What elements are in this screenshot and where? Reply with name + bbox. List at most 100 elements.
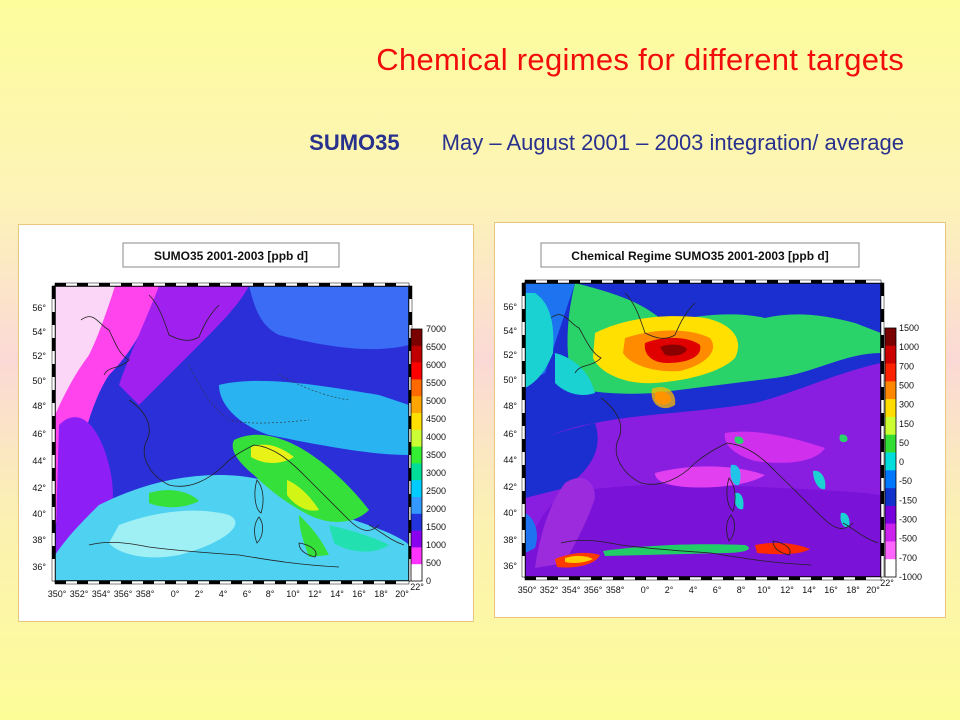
lat-label: 36°	[32, 562, 46, 572]
colorbar-label: 3000	[426, 468, 446, 478]
colorbar-label: 6500	[426, 342, 446, 352]
colorbar-swatch	[885, 488, 896, 507]
map-regime-title-box	[540, 242, 860, 268]
period-description: May – August 2001 – 2003 integration/ av…	[441, 130, 904, 155]
lon-label: 16°	[352, 589, 366, 599]
colorbar-label: 300	[899, 400, 914, 410]
lon-label: 354°	[562, 585, 581, 595]
map-regime-lat-axis: 56° 54° 52° 50° 48° 46° 44° 42° 40° 38° …	[503, 302, 517, 571]
colorbar-label: 500	[899, 380, 914, 390]
colorbar-swatch	[411, 362, 422, 380]
colorbar-label: 1000	[899, 342, 919, 352]
lat-label: 40°	[503, 508, 517, 518]
map-aot-field	[55, 286, 409, 581]
map-aot-colorbar: 7000650060005500500045004000350030002500…	[410, 324, 446, 586]
lon-label: 8°	[266, 589, 275, 599]
map-aot-lon-axis: 350° 352° 354° 356° 358° 0° 2° 4° 6° 8° …	[48, 582, 425, 599]
colorbar-swatch	[885, 505, 896, 524]
colorbar-label: -1000	[899, 572, 922, 582]
colorbar-swatch	[885, 470, 896, 489]
colorbar-label: 4000	[426, 432, 446, 442]
map-aot-figure: SUMO35 2001-2003 [ppb d]	[32, 242, 446, 599]
colorbar-swatch	[885, 434, 896, 453]
lat-label: 46°	[32, 429, 46, 439]
map-regime-title: Chemical Regime SUMO35 2001-2003 [ppb d]	[571, 249, 828, 263]
colorbar-label: 6000	[426, 360, 446, 370]
lat-label: 36°	[503, 561, 517, 571]
lon-label: 18°	[374, 589, 388, 599]
colorbar-swatch	[885, 559, 896, 578]
lon-label: 354°	[92, 589, 111, 599]
colorbar-label: 2000	[426, 504, 446, 514]
lon-label: 352°	[540, 585, 559, 595]
colorbar-label: -700	[899, 553, 917, 563]
colorbar-swatch	[411, 329, 422, 347]
lat-label: 54°	[32, 327, 46, 337]
lon-label: 20°	[395, 589, 409, 599]
colorbar-swatch	[885, 381, 896, 400]
map-regime-frame	[521, 279, 885, 581]
colorbar-label: 1500	[426, 522, 446, 532]
colorbar-label: 5000	[426, 396, 446, 406]
map-aot-frame	[51, 282, 413, 585]
lat-label: 42°	[32, 483, 46, 493]
colorbar-swatch	[885, 363, 896, 382]
lon-label: 6°	[243, 589, 252, 599]
map-regime-lon-axis: 350° 352° 354° 356° 358° 0° 2° 4° 6° 8° …	[518, 578, 895, 595]
colorbar-label: 0	[426, 576, 431, 586]
map-aot-lat-axis: 56° 54° 52° 50° 48° 46° 44° 42° 40° 38° …	[32, 303, 46, 572]
colorbar-label: 5500	[426, 378, 446, 388]
lon-label: 356°	[584, 585, 603, 595]
colorbar-swatch	[411, 429, 422, 447]
colorbar-label: 700	[899, 361, 914, 371]
lat-label: 50°	[32, 376, 46, 386]
colorbar-swatch	[411, 497, 422, 515]
lat-label: 38°	[32, 535, 46, 545]
colorbar-label: -50	[899, 476, 912, 486]
colorbar-swatch	[885, 541, 896, 560]
lon-label: 12°	[308, 589, 322, 599]
colorbar-label: 1500	[899, 323, 919, 333]
lon-label: 356°	[114, 589, 133, 599]
lon-label: 16°	[824, 585, 838, 595]
lon-label: 358°	[136, 589, 155, 599]
colorbar-label: 7000	[426, 324, 446, 334]
colorbar-swatch	[411, 513, 422, 531]
map-aot-title: SUMO35 2001-2003 [ppb d]	[154, 249, 308, 263]
slide-subtitle: SUMO35 May – August 2001 – 2003 integrati…	[309, 130, 904, 156]
lon-label: 2°	[665, 585, 674, 595]
colorbar-label: 3500	[426, 450, 446, 460]
lat-label: 44°	[503, 455, 517, 465]
colorbar-swatch	[411, 564, 422, 582]
colorbar-swatch	[885, 328, 896, 347]
lat-label: 50°	[503, 375, 517, 385]
colorbar-swatch	[411, 345, 422, 363]
colorbar-label: -150	[899, 495, 917, 505]
colorbar-swatch	[885, 452, 896, 471]
lon-label: 4°	[689, 585, 698, 595]
colorbar-swatch	[411, 413, 422, 431]
colorbar-swatch	[885, 523, 896, 542]
lon-label: 0°	[641, 585, 650, 595]
lat-label: 52°	[32, 351, 46, 361]
colorbar-label: 0	[899, 457, 904, 467]
lat-label: 42°	[503, 482, 517, 492]
colorbar-swatch	[885, 345, 896, 364]
lat-label: 44°	[32, 456, 46, 466]
lat-label: 48°	[32, 401, 46, 411]
colorbar-swatch	[411, 530, 422, 548]
lon-label: 22°	[880, 578, 894, 588]
colorbar-swatch	[885, 416, 896, 436]
colorbar-swatch	[411, 463, 422, 481]
lon-label: 0°	[171, 589, 180, 599]
lon-label: 14°	[330, 589, 344, 599]
lat-label: 54°	[503, 326, 517, 336]
colorbar-label: 50	[899, 438, 909, 448]
lon-label: 22°	[410, 582, 424, 592]
slide-title: Chemical regimes for different targets	[376, 42, 904, 77]
lon-label: 352°	[70, 589, 89, 599]
lat-label: 38°	[503, 535, 517, 545]
colorbar-swatch	[411, 480, 422, 498]
lat-label: 56°	[32, 303, 46, 313]
colorbar-swatch	[411, 396, 422, 414]
